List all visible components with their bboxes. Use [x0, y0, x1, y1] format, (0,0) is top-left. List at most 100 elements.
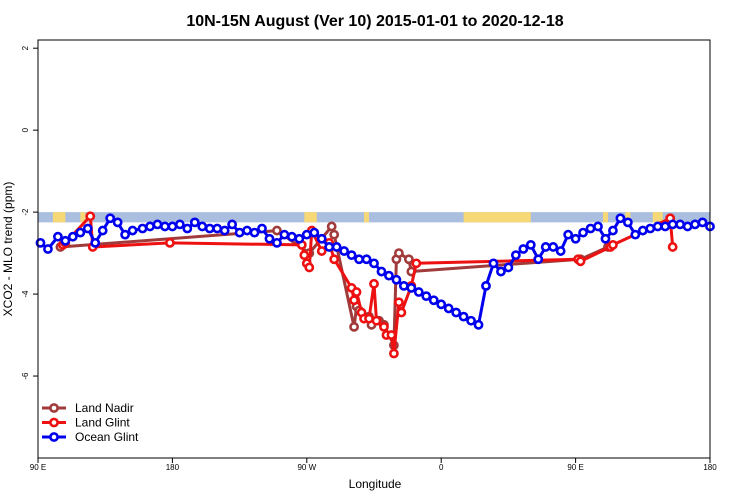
- data-point-land-glint: [396, 307, 407, 318]
- data-point-ocean-glint: [630, 229, 641, 240]
- data-point-land-glint: [371, 315, 382, 326]
- data-point-ocean-glint: [585, 223, 596, 234]
- data-point-land-glint: [299, 250, 310, 261]
- y-tick-label: -4: [21, 290, 30, 298]
- data-point-ocean-glint: [152, 219, 163, 230]
- data-point-ocean-glint: [578, 227, 588, 238]
- data-point-land-glint: [349, 295, 359, 306]
- x-tick-label: 90 E: [567, 463, 583, 472]
- data-point-ocean-glint: [608, 225, 618, 236]
- x-axis-label: Longitude: [349, 477, 402, 491]
- data-point-ocean-glint: [212, 223, 223, 234]
- data-point-land-glint: [389, 348, 399, 359]
- data-point-ocean-glint: [428, 295, 439, 306]
- data-point-ocean-glint: [75, 227, 86, 238]
- data-point-ocean-glint: [503, 262, 514, 273]
- data-point-ocean-glint: [496, 266, 506, 277]
- data-point-ocean-glint: [510, 250, 521, 261]
- data-point-ocean-glint: [398, 280, 409, 291]
- data-point-ocean-glint: [682, 221, 693, 232]
- data-point-ocean-glint: [227, 219, 238, 230]
- data-point-land-glint: [351, 287, 362, 297]
- data-point-ocean-glint: [82, 223, 93, 234]
- data-point-ocean-glint: [376, 266, 387, 277]
- data-point-ocean-glint: [339, 246, 350, 256]
- data-point-ocean-glint: [279, 229, 290, 240]
- data-point-ocean-glint: [443, 303, 454, 314]
- data-point-ocean-glint: [97, 225, 108, 236]
- ocean-band: [38, 212, 710, 223]
- data-point-ocean-glint: [286, 231, 297, 242]
- chart-title: 10N-15N August (Ver 10) 2015-01-01 to 20…: [186, 13, 563, 30]
- legend-marker-land-glint: [49, 417, 59, 428]
- data-point-land-nadir: [329, 229, 340, 240]
- data-point-ocean-glint: [346, 250, 357, 261]
- legend-label-land-glint: Land Glint: [75, 416, 130, 430]
- data-point-ocean-glint: [675, 219, 686, 230]
- data-point-ocean-glint: [137, 223, 148, 234]
- data-point-ocean-glint: [645, 223, 656, 234]
- x-tick-label: 90 E: [30, 463, 46, 472]
- y-tick-label: -2: [21, 208, 30, 216]
- data-point-ocean-glint: [690, 219, 700, 230]
- data-point-ocean-glint: [324, 242, 335, 252]
- data-point-land-glint: [85, 211, 96, 222]
- data-point-land-glint: [608, 240, 618, 250]
- data-point-ocean-glint: [197, 221, 208, 232]
- data-point-ocean-glint: [473, 319, 484, 330]
- data-point-ocean-glint: [127, 225, 138, 236]
- data-point-ocean-glint: [413, 287, 424, 297]
- y-tick-label: 0: [21, 127, 30, 132]
- data-point-land-glint: [393, 297, 404, 308]
- data-point-ocean-glint: [555, 246, 566, 256]
- data-point-land-glint: [575, 256, 586, 267]
- x-axis: 90 E 180 90 W 0 90 E 180: [30, 458, 717, 472]
- data-point-ocean-glint: [43, 244, 53, 254]
- data-point-ocean-glint: [637, 225, 648, 236]
- y-axis-label: XCO2 - MLO trend (ppm): [1, 182, 15, 317]
- data-point-ocean-glint: [525, 240, 536, 250]
- data-point-ocean-glint: [309, 227, 320, 238]
- data-point-land-nadir: [403, 254, 414, 265]
- data-point-ocean-glint: [391, 274, 402, 285]
- legend-marker-ocean-glint: [49, 432, 59, 442]
- data-point-ocean-glint: [466, 315, 476, 326]
- data-point-ocean-glint: [622, 217, 633, 228]
- data-point-ocean-glint: [570, 233, 581, 244]
- x-tick-label: 0: [439, 463, 444, 472]
- data-point-ocean-glint: [257, 223, 267, 234]
- data-point-ocean-glint: [533, 254, 544, 265]
- data-point-ocean-glint: [660, 221, 671, 232]
- land-ocean-band: [38, 212, 710, 223]
- data-point-ocean-glint: [667, 219, 678, 230]
- data-point-ocean-glint: [242, 225, 252, 236]
- data-point-land-nadir: [349, 321, 359, 332]
- data-point-ocean-glint: [264, 233, 275, 244]
- data-point-land-glint: [386, 330, 397, 340]
- data-point-ocean-glint: [294, 233, 305, 244]
- data-point-ocean-glint: [697, 217, 708, 228]
- land-band-segment: [652, 212, 663, 223]
- data-point-ocean-glint: [488, 258, 499, 269]
- data-point-ocean-glint: [167, 221, 178, 232]
- series-layer: [35, 211, 715, 359]
- data-point-ocean-glint: [316, 233, 327, 244]
- legend-label-land-nadir: Land Nadir: [75, 401, 134, 415]
- data-point-ocean-glint: [204, 223, 215, 234]
- plot-frame: [37, 39, 711, 459]
- data-point-ocean-glint: [563, 229, 574, 240]
- data-point-ocean-glint: [53, 231, 63, 242]
- data-point-ocean-glint: [67, 231, 78, 242]
- land-band-segment: [52, 212, 66, 223]
- data-point-land-glint: [304, 262, 315, 273]
- land-band-segment: [80, 212, 86, 223]
- data-point-ocean-glint: [436, 299, 447, 310]
- data-point-ocean-glint: [35, 237, 46, 248]
- data-point-ocean-glint: [331, 242, 342, 252]
- data-point-ocean-glint: [112, 217, 123, 228]
- data-point-land-nadir: [393, 248, 404, 258]
- data-point-ocean-glint: [249, 227, 260, 238]
- data-point-ocean-glint: [458, 311, 469, 322]
